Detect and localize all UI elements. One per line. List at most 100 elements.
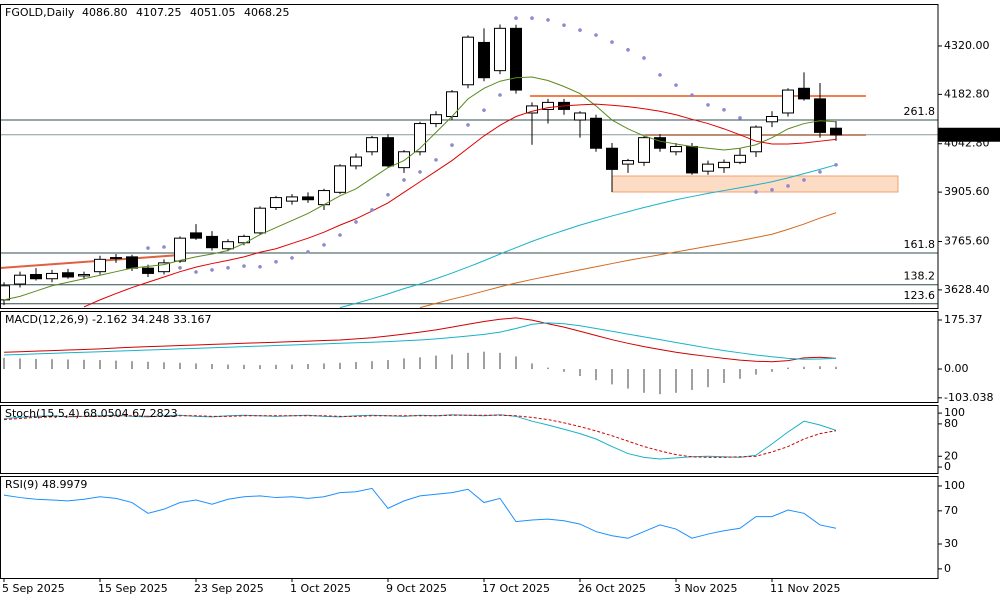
histogram-bar: [19, 358, 21, 370]
ohlc-label: 4051.05: [190, 6, 236, 19]
candle-body: [254, 207, 266, 234]
histogram-bar: [627, 369, 629, 389]
histogram-bar: [451, 354, 453, 370]
histogram-bar: [707, 369, 709, 388]
price-box-label: 4068.25: [942, 128, 988, 141]
candle-body: [222, 241, 234, 250]
histogram-bar: [227, 364, 229, 370]
histogram-bar: [83, 359, 85, 370]
sar-dot: [306, 250, 310, 254]
ohlc-label: 4107.25: [136, 6, 182, 19]
x-tick-label: 23 Sep 2025: [194, 582, 264, 595]
sar-dot: [258, 264, 262, 269]
series-line: [339, 164, 837, 308]
series-line: [83, 103, 837, 308]
pane: [3, 414, 837, 460]
candle-body: [30, 273, 42, 280]
histogram-bar: [275, 364, 277, 370]
sar-dot: [194, 270, 198, 274]
sar-dot: [786, 184, 790, 188]
histogram-bar: [659, 369, 661, 395]
histogram-bar: [3, 357, 5, 370]
histogram-bar: [787, 367, 789, 370]
candle-body: [238, 235, 250, 244]
histogram-bar: [595, 369, 597, 381]
y-tick-label: 30: [944, 537, 958, 550]
candle-body: [638, 137, 650, 163]
fib-label: 138.2: [904, 270, 936, 283]
fib-label: 261.8: [904, 105, 936, 118]
candle-body: [478, 41, 490, 79]
histogram-bar: [579, 369, 581, 377]
candle-body: [350, 156, 362, 167]
histogram-bar: [179, 362, 181, 370]
series-line: [3, 322, 837, 360]
pane-frame: [0, 311, 939, 403]
y-tick-label: 3765.60: [944, 234, 990, 247]
pane-title: FGOLD,Daily: [5, 6, 75, 19]
histogram-bar: [115, 360, 117, 370]
candle-body: [174, 237, 186, 262]
sar-dot: [690, 93, 694, 97]
candle-body: [590, 117, 602, 149]
candle-body: [574, 112, 586, 121]
pane: [3, 487, 837, 539]
histogram-bar: [419, 357, 421, 370]
candle-body: [686, 145, 698, 174]
histogram-bar: [259, 365, 261, 370]
fib-label: 123.6: [904, 289, 936, 302]
histogram-bar: [371, 361, 373, 370]
y-tick-label: 0: [944, 460, 951, 473]
x-tick-label: 11 Nov 2025: [770, 582, 840, 595]
histogram-bar: [131, 361, 133, 370]
histogram-bar: [563, 369, 565, 372]
sar-dot: [450, 143, 454, 147]
x-tick-label: 15 Sep 2025: [98, 582, 168, 595]
histogram-bar: [611, 369, 613, 385]
candle-body: [718, 161, 730, 169]
histogram-bar: [435, 355, 437, 370]
histogram-bar: [723, 369, 725, 383]
histogram-bar: [387, 360, 389, 370]
x-tick-label: 1 Oct 2025: [290, 582, 351, 595]
candle-body: [510, 27, 522, 91]
y-tick-label: 80: [944, 417, 958, 430]
sar-dot: [722, 108, 726, 112]
histogram-bar: [803, 366, 805, 370]
candle-body: [414, 123, 426, 153]
candle-body: [782, 89, 794, 114]
histogram-bar: [675, 369, 677, 393]
candle-body: [78, 273, 90, 277]
series-line: [3, 414, 837, 460]
histogram-bar: [771, 369, 773, 372]
histogram-bar: [147, 361, 149, 370]
candle-body: [462, 36, 474, 86]
sar-dot: [402, 178, 406, 182]
sar-dot: [146, 246, 150, 250]
sar-dot: [562, 23, 566, 27]
histogram-bar: [499, 352, 501, 370]
pane: [0, 16, 938, 308]
histogram-bar: [515, 356, 517, 370]
sar-dot: [578, 28, 582, 32]
sar-dot: [370, 208, 374, 212]
x-tick-label: 5 Sep 2025: [2, 582, 65, 595]
candle-body: [542, 101, 554, 110]
series-line: [419, 212, 837, 308]
candle-body: [734, 154, 746, 163]
candle-body: [46, 272, 58, 280]
y-tick-label: 0: [944, 562, 951, 575]
histogram-bar: [355, 362, 357, 370]
layer: 4320.004182.804042.803905.603765.603628.…: [0, 4, 1000, 595]
price-box: [938, 127, 1000, 142]
histogram-bar: [691, 369, 693, 390]
histogram-bar: [99, 360, 101, 370]
sar-dot: [610, 40, 614, 44]
candle-body: [286, 196, 298, 202]
histogram-bar: [643, 369, 645, 393]
sar-dot: [322, 243, 326, 247]
histogram-bar: [739, 369, 741, 379]
histogram-bar: [835, 366, 837, 370]
sar-dot: [514, 16, 518, 20]
